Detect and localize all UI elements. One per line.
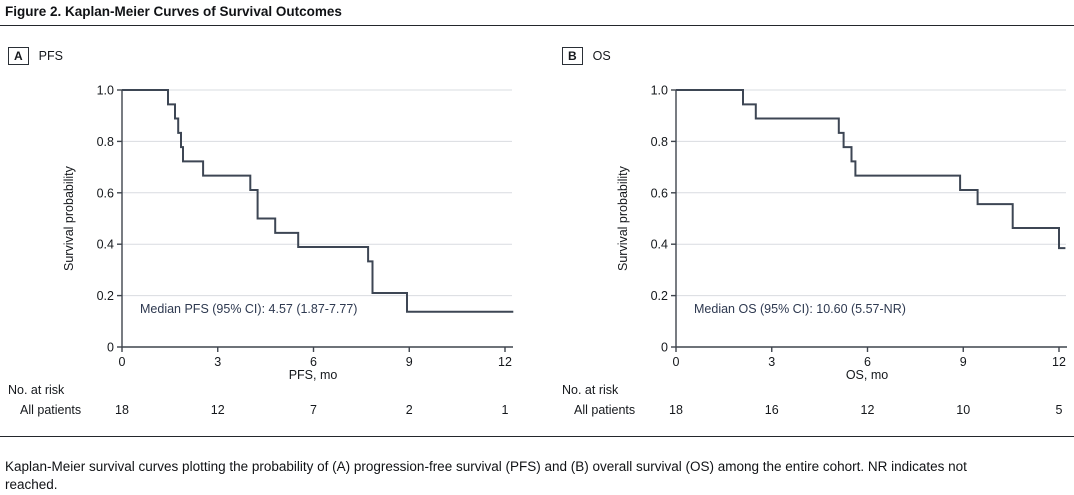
risk-value: 18 [669, 403, 683, 417]
y-tick-label: 0.4 [651, 238, 668, 252]
y-tick-label: 0.6 [97, 186, 114, 200]
y-axis-label: Survival probability [62, 166, 76, 272]
risk-value: 10 [956, 403, 971, 417]
y-tick-label: 0.6 [651, 186, 668, 200]
x-tick-label: 3 [214, 355, 221, 369]
risk-table-title: No. at risk [8, 383, 65, 397]
x-tick-label: 0 [673, 355, 680, 369]
y-tick-label: 1.0 [651, 84, 668, 98]
risk-value: 5 [1055, 403, 1063, 417]
axes: 0 0.2 0.4 0.6 0.8 1.0 0 3 6 9 12 [97, 84, 513, 369]
x-tick-label: 6 [310, 355, 317, 369]
os-chart: 0 0.2 0.4 0.6 0.8 1.0 0 3 6 9 12 Median OS (95% CI… [651, 84, 1067, 382]
risk-value: 16 [764, 403, 779, 417]
x-tick-label: 9 [960, 355, 967, 369]
y-axis-label: Survival probability [616, 166, 630, 272]
panel-os: B OS Survival probability 0 0.2 0.4 0.6 0.8 1… [560, 45, 1074, 435]
gridlines [676, 89, 1066, 297]
y-tick-label: 0.8 [651, 135, 668, 149]
panel-a-header: A PFS [8, 47, 63, 65]
x-axis-label: OS, mo [846, 368, 888, 382]
panel-letter-badge: A [8, 47, 29, 65]
panel-letter-badge: B [562, 47, 583, 65]
risk-value: 12 [210, 403, 225, 417]
gridlines [122, 89, 512, 297]
median-annotation: Median PFS (95% CI): 4.57 (1.87-7.77) [140, 302, 357, 316]
caption-divider [0, 436, 1074, 437]
x-tick-label: 0 [119, 355, 126, 369]
y-tick-label: 1.0 [97, 84, 114, 98]
y-tick-label: 0 [107, 341, 114, 355]
axes: 0 0.2 0.4 0.6 0.8 1.0 0 3 6 9 12 [651, 84, 1067, 369]
x-tick-label: 12 [498, 355, 512, 369]
risk-value: 12 [860, 403, 875, 417]
km-curve-os [676, 89, 1066, 250]
x-axis-label: PFS, mo [289, 368, 338, 382]
y-tick-label: 0 [661, 341, 668, 355]
figure-caption: Kaplan-Meier survival curves plotting th… [5, 458, 967, 493]
y-tick-label: 0.4 [97, 238, 114, 252]
risk-group-label: All patients [20, 403, 82, 417]
risk-value: 7 [310, 403, 317, 417]
risk-values-row: 18 12 7 2 1 [6, 403, 543, 419]
panel-title: OS [592, 49, 611, 63]
title-divider [0, 25, 1074, 26]
risk-value: 1 [501, 403, 509, 417]
x-tick-label: 12 [1052, 355, 1066, 369]
panel-b-header: B OS [562, 47, 611, 65]
y-tick-label: 0.2 [97, 289, 114, 303]
y-tick-label: 0.2 [651, 289, 668, 303]
figure-title: Figure 2. Kaplan-Meier Curves of Surviva… [5, 4, 342, 19]
pfs-chart: 0 0.2 0.4 0.6 0.8 1.0 0 3 6 9 12 Median PFS (95% C… [97, 84, 514, 382]
risk-table-title: No. at risk [562, 383, 619, 397]
median-annotation: Median OS (95% CI): 10.60 (5.57-NR) [694, 302, 906, 316]
risk-group-label: All patients [574, 403, 636, 417]
y-tick-label: 0.8 [97, 135, 114, 149]
risk-values-row: 18 16 12 10 5 [560, 403, 1074, 419]
panel-title: PFS [38, 49, 63, 63]
x-tick-label: 9 [406, 355, 413, 369]
x-tick-label: 6 [864, 355, 871, 369]
km-curve-pfs [122, 89, 514, 313]
x-tick-label: 3 [768, 355, 775, 369]
panel-pfs: A PFS Survival probability 0 0.2 0.4 0.6 0.8… [6, 45, 543, 435]
risk-value: 2 [405, 403, 413, 417]
risk-value: 18 [115, 403, 129, 417]
